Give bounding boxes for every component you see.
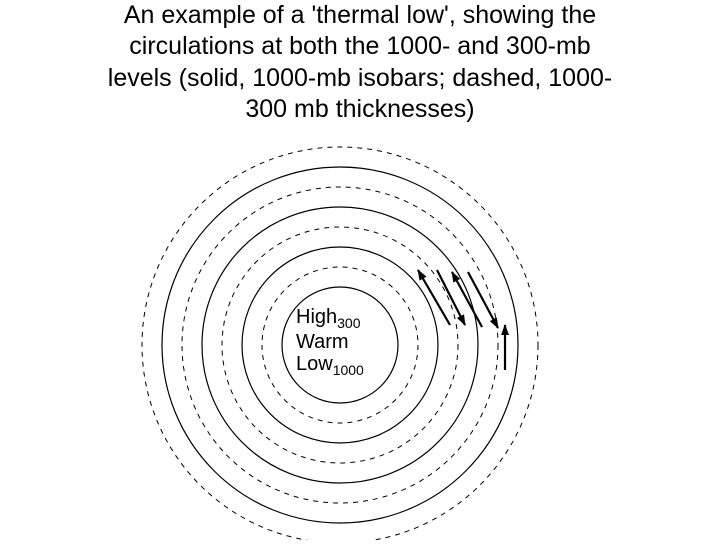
high-label: High300: [296, 306, 361, 328]
diagram-svg: [0, 0, 720, 540]
thermal-low-diagram: High300 Warm Low1000: [0, 0, 720, 540]
low-label: Low1000: [296, 353, 364, 375]
warm-label: Warm: [296, 331, 349, 353]
wind-arrow-2: [452, 272, 482, 327]
wind-arrows-group: [418, 270, 505, 370]
center-label: High300 Warm Low1000: [296, 306, 364, 379]
wind-arrow-3: [468, 272, 498, 328]
